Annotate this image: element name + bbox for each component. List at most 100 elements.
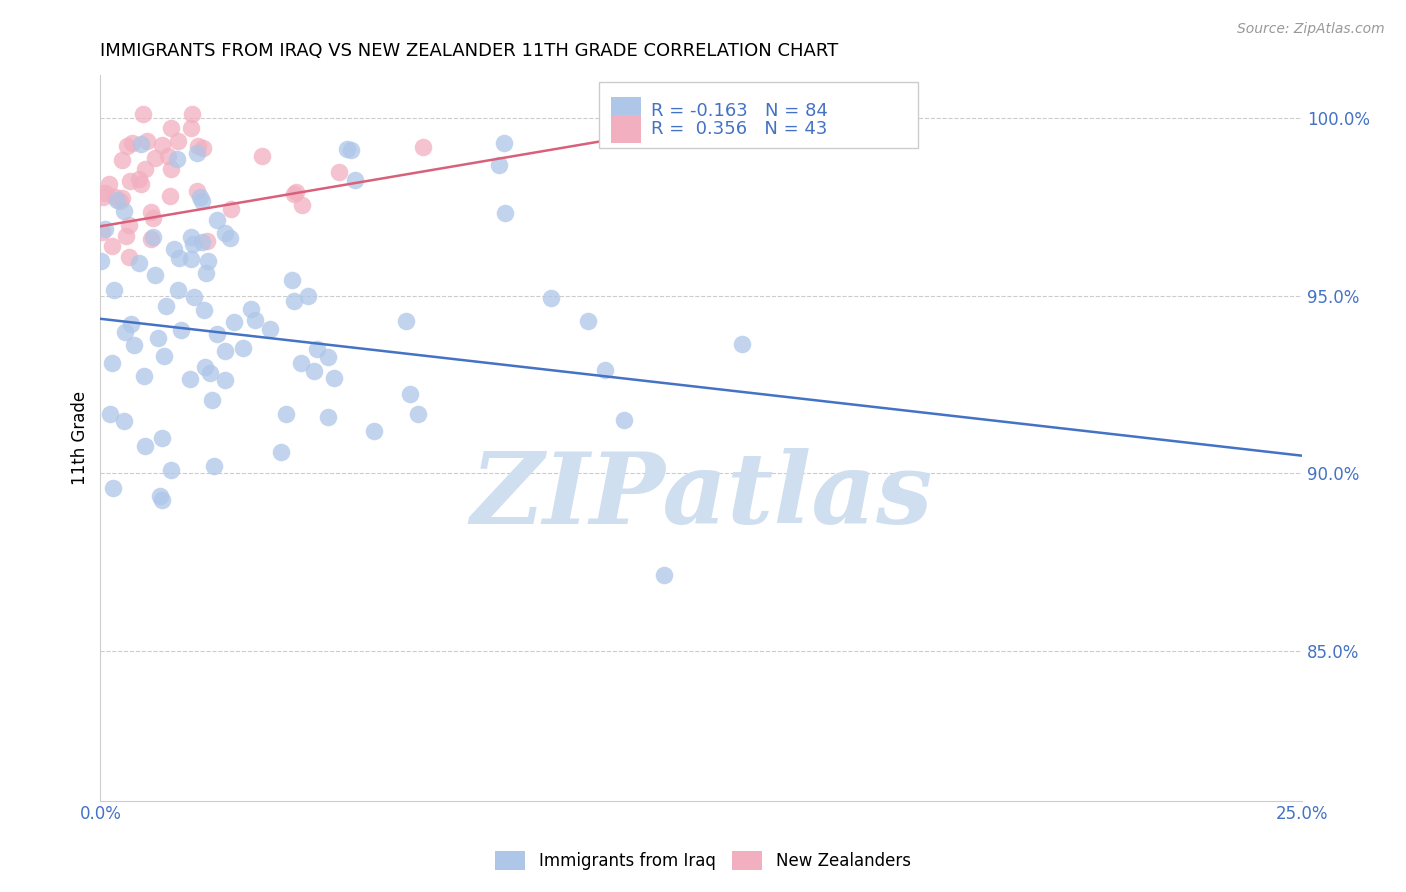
Point — [613, 412, 636, 426]
Point — [139, 205, 162, 219]
Point — [316, 409, 339, 424]
Point — [250, 149, 273, 163]
Text: R =  0.356   N = 43: R = 0.356 N = 43 — [651, 120, 827, 138]
Point — [143, 151, 166, 165]
Point — [167, 251, 190, 265]
Point — [283, 294, 305, 309]
Point — [98, 407, 121, 421]
Text: Source: ZipAtlas.com: Source: ZipAtlas.com — [1237, 22, 1385, 37]
Point — [190, 235, 212, 249]
Point — [285, 186, 308, 200]
Point — [94, 186, 117, 201]
FancyBboxPatch shape — [612, 97, 641, 125]
Point — [195, 235, 218, 249]
Point — [155, 299, 177, 313]
Point — [112, 413, 135, 427]
Point — [103, 283, 125, 297]
Point — [120, 317, 142, 331]
Point — [159, 189, 181, 203]
Point — [101, 239, 124, 253]
Point — [112, 204, 135, 219]
Point — [224, 315, 246, 329]
Point — [193, 303, 215, 318]
Point — [186, 184, 208, 198]
Text: ZIPatlas: ZIPatlas — [470, 448, 932, 544]
Point — [139, 232, 162, 246]
Point — [160, 121, 183, 136]
Point — [328, 164, 350, 178]
Point — [146, 331, 169, 345]
Point — [91, 190, 114, 204]
Point — [134, 368, 156, 383]
Point — [105, 193, 128, 207]
Point — [316, 350, 339, 364]
Point — [186, 146, 208, 161]
Point — [412, 140, 434, 154]
FancyBboxPatch shape — [612, 115, 641, 143]
Point — [232, 341, 254, 355]
Point — [180, 230, 202, 244]
Point — [322, 371, 344, 385]
Point — [195, 266, 218, 280]
Point — [280, 272, 302, 286]
Point — [115, 228, 138, 243]
Point — [240, 301, 263, 316]
Point — [134, 439, 156, 453]
Point — [183, 290, 205, 304]
Point — [117, 139, 139, 153]
Point — [652, 568, 675, 582]
Point — [157, 149, 180, 163]
Text: R = -0.163   N = 84: R = -0.163 N = 84 — [651, 102, 828, 120]
Point — [166, 152, 188, 166]
Point — [181, 107, 204, 121]
Point — [129, 136, 152, 151]
Point — [190, 190, 212, 204]
Point — [152, 493, 174, 508]
Point — [166, 134, 188, 148]
Point — [111, 191, 134, 205]
Point — [128, 256, 150, 270]
Point — [131, 177, 153, 191]
FancyBboxPatch shape — [599, 82, 918, 148]
Point — [143, 268, 166, 282]
Point — [191, 194, 214, 208]
Point — [179, 372, 201, 386]
Point — [181, 236, 204, 251]
Point — [194, 359, 217, 374]
Point — [134, 162, 156, 177]
Point — [198, 366, 221, 380]
Point — [170, 323, 193, 337]
Text: IMMIGRANTS FROM IRAQ VS NEW ZEALANDER 11TH GRADE CORRELATION CHART: IMMIGRANTS FROM IRAQ VS NEW ZEALANDER 11… — [100, 42, 838, 60]
Point — [302, 364, 325, 378]
Point — [494, 206, 516, 220]
Point — [395, 314, 418, 328]
Point — [160, 463, 183, 477]
Point — [363, 424, 385, 438]
Point — [110, 194, 132, 208]
Point — [97, 177, 120, 191]
Point — [276, 407, 298, 421]
Point — [114, 325, 136, 339]
Point — [406, 407, 429, 421]
Point — [93, 221, 115, 235]
Point — [149, 489, 172, 503]
Point — [150, 138, 173, 153]
Legend: Immigrants from Iraq, New Zealanders: Immigrants from Iraq, New Zealanders — [489, 844, 917, 877]
Point — [340, 143, 363, 157]
Point — [492, 136, 515, 150]
Point — [290, 355, 312, 369]
Point — [142, 211, 165, 225]
Point — [243, 313, 266, 327]
Point — [221, 202, 243, 216]
Point — [117, 218, 139, 232]
Point — [297, 288, 319, 302]
Point — [118, 251, 141, 265]
Point — [152, 431, 174, 445]
Point — [202, 458, 225, 473]
Point — [259, 321, 281, 335]
Point — [142, 230, 165, 244]
Point — [270, 444, 292, 458]
Point — [578, 314, 600, 328]
Point — [207, 327, 229, 342]
Point — [128, 171, 150, 186]
